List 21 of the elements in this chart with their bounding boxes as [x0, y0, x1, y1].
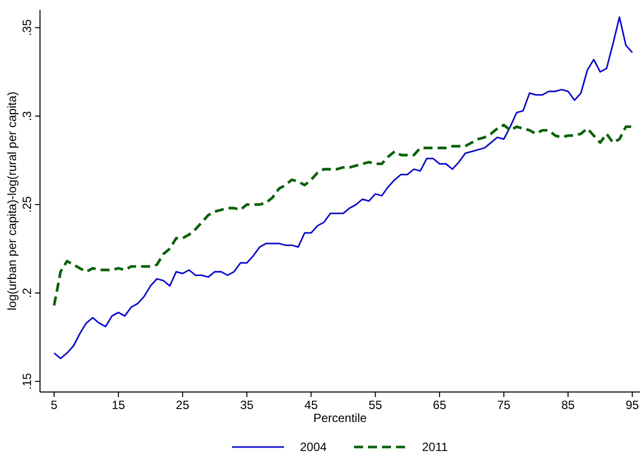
- legend-label: 2004: [300, 440, 328, 454]
- x-tick-label: 65: [432, 398, 447, 412]
- y-tick-label: .2: [20, 288, 34, 298]
- y-tick-label: .15: [20, 372, 34, 390]
- line-series: [53, 16, 634, 360]
- x-tick-label: 95: [626, 398, 640, 412]
- legend-label: 2011: [422, 440, 448, 454]
- x-tick-label: 5: [50, 398, 58, 412]
- y-axis-title: log(urban per capita)-log(rural per capita): [5, 92, 19, 310]
- y-tick-label: .35: [20, 19, 34, 36]
- x-tick-label: 35: [240, 398, 254, 412]
- x-tick-label: 85: [561, 398, 576, 412]
- x-tick-label: 25: [176, 398, 190, 412]
- x-axis-title: Percentile: [313, 411, 367, 425]
- y-tick-label: .3: [20, 110, 34, 122]
- x-tick-label: 45: [304, 398, 318, 412]
- x-tick-label: 55: [368, 398, 382, 412]
- line-series: [52, 124, 634, 307]
- x-tick-label: 75: [497, 398, 511, 412]
- y-tick-label: .25: [20, 196, 34, 213]
- x-tick-label: 15: [112, 398, 126, 412]
